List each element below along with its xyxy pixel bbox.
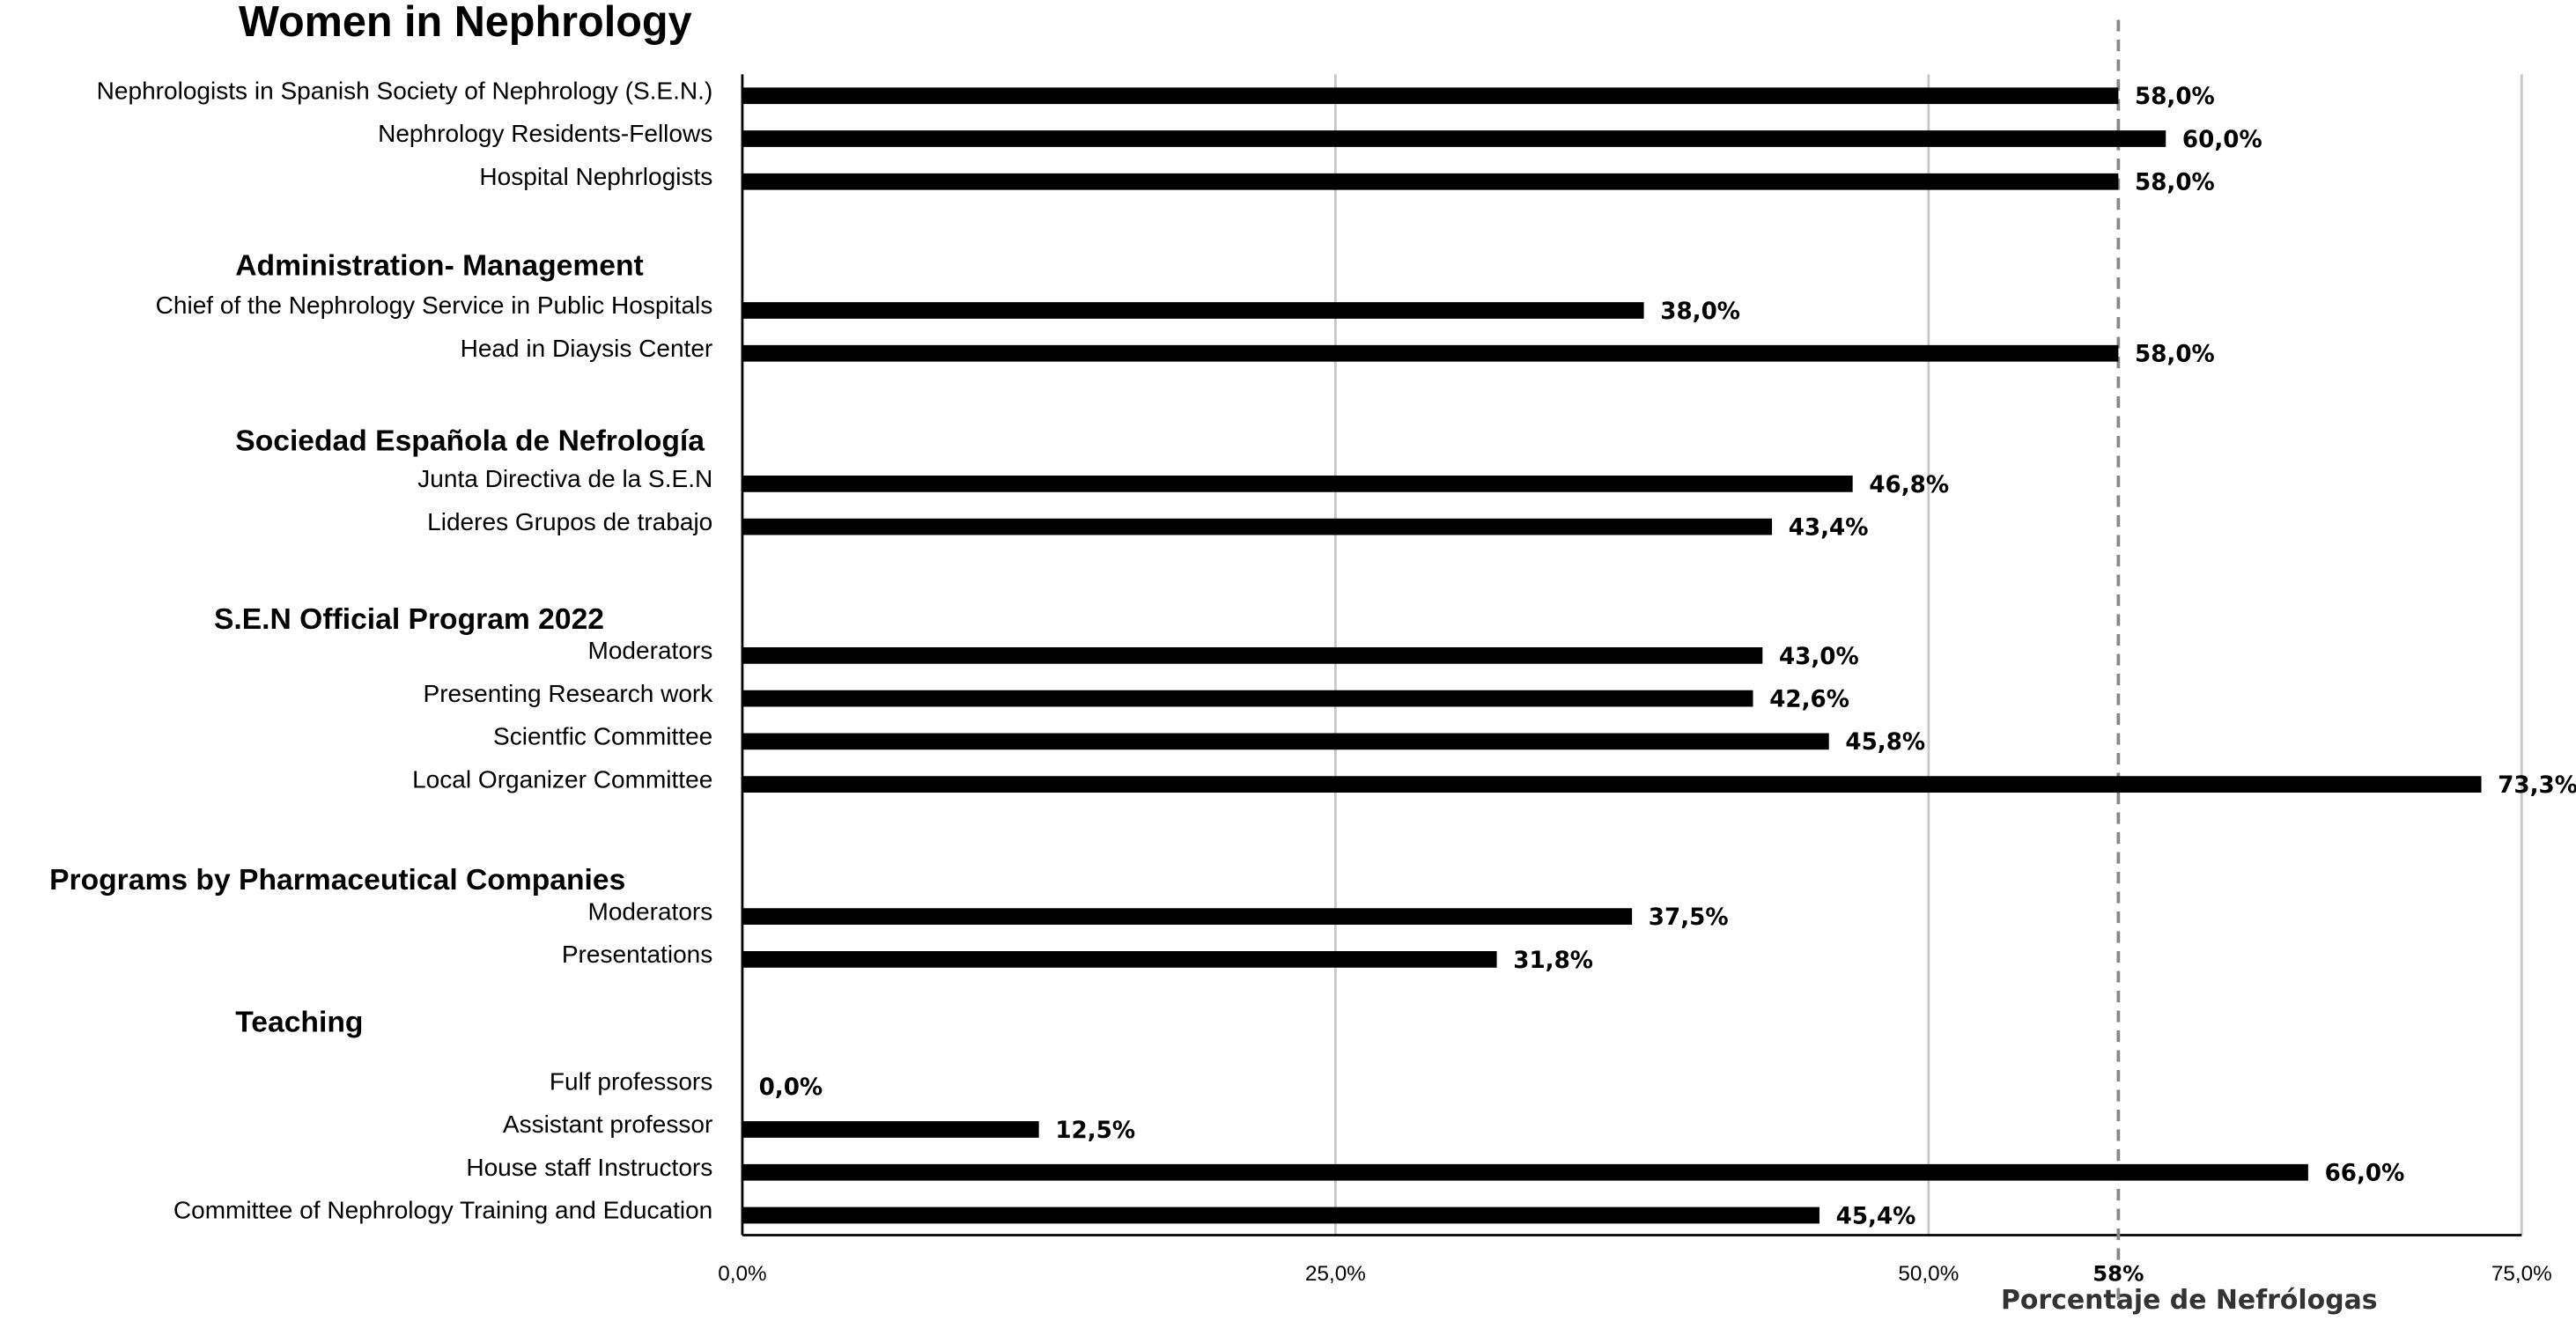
y-tick-label: Moderators <box>587 897 712 925</box>
data-label: 43,0% <box>1779 644 1859 670</box>
y-tick-label: House staff Instructors <box>466 1154 712 1181</box>
y-tick-label: Head in Diaysis Center <box>461 335 713 362</box>
bar <box>742 130 2166 147</box>
y-tick-label: Nephrology Residents-Fellows <box>378 120 712 147</box>
data-label: 58,0% <box>2135 84 2215 110</box>
y-tick-label: Scientfic Committee <box>493 723 712 750</box>
bar <box>742 302 1644 319</box>
bar <box>742 173 2119 190</box>
data-label: 66,0% <box>2325 1161 2405 1187</box>
group-header: Teaching <box>235 1006 363 1038</box>
bar <box>742 908 1633 925</box>
y-tick-label: Local Organizer Committee <box>412 765 712 793</box>
data-label: 73,3% <box>2498 772 2576 799</box>
group-header: Administration- Management <box>235 250 643 283</box>
bar <box>742 344 2119 362</box>
y-tick-label: Presenting Research work <box>424 680 714 707</box>
bar <box>742 733 1829 750</box>
reference-label: 58% <box>2093 1260 2144 1286</box>
bar <box>742 518 1773 535</box>
group-header: Sociedad Española de Nefrología <box>235 424 705 457</box>
data-label: 0,0% <box>759 1074 823 1101</box>
data-label: 37,5% <box>1649 904 1729 931</box>
bar <box>742 951 1497 968</box>
group-header: Programs by Pharmaceutical Companies <box>49 864 625 897</box>
x-tick-label: 50,0% <box>1898 1262 1959 1286</box>
y-tick-label: Chief of the Nephrology Service in Publi… <box>156 292 713 319</box>
x-tick-label: 25,0% <box>1305 1262 1366 1286</box>
y-tick-label: Presentations <box>562 941 712 968</box>
data-label: 43,4% <box>1789 514 1869 541</box>
bar <box>742 87 2119 105</box>
x-axis-title: Porcentaje de Nefrólogas <box>2001 1285 2378 1316</box>
group-header: S.E.N Official Program 2022 <box>214 603 604 636</box>
y-tick-label: Lideres Grupos de trabajo <box>427 508 712 535</box>
data-label: 58,0% <box>2135 170 2215 196</box>
bar <box>742 1207 1819 1224</box>
data-label: 31,8% <box>1513 948 1593 974</box>
y-tick-label: Hospital Nephrlogists <box>479 163 712 190</box>
chart-title: Women in Nephrology <box>239 0 692 46</box>
y-tick-label: Committee of Nephrology Training and Edu… <box>173 1197 712 1224</box>
bar <box>742 647 1763 664</box>
data-label: 12,5% <box>1055 1118 1135 1144</box>
data-label: 60,0% <box>2182 127 2262 153</box>
y-tick-label: Junta Directiva de la S.E.N <box>417 465 712 492</box>
data-label: 45,8% <box>1845 729 1925 756</box>
data-label: 42,6% <box>1769 686 1849 712</box>
data-label: 58,0% <box>2135 342 2215 368</box>
data-label: 38,0% <box>1660 299 1740 325</box>
data-label: 46,8% <box>1869 472 1949 498</box>
x-tick-label: 0,0% <box>718 1262 766 1286</box>
data-label: 45,4% <box>1836 1203 1916 1229</box>
bar <box>742 476 1853 492</box>
bar <box>742 776 2482 793</box>
y-tick-label: Moderators <box>587 637 712 664</box>
y-tick-label: Nephrologists in Spanish Society of Neph… <box>97 77 713 104</box>
y-tick-label: Assistant professor <box>503 1111 712 1138</box>
bar <box>742 690 1753 707</box>
bar <box>742 1121 1039 1138</box>
y-tick-label: Fulf professors <box>550 1067 712 1095</box>
x-tick-label: 75,0% <box>2491 1262 2552 1286</box>
bar <box>742 1163 2308 1181</box>
